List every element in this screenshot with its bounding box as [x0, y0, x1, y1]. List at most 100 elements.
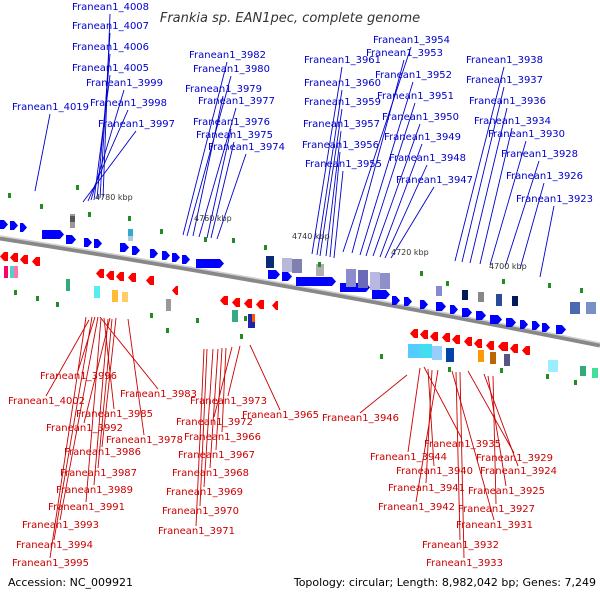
- feature-block[interactable]: [436, 286, 442, 296]
- feature-block[interactable]: [252, 314, 255, 322]
- reverse-gene-arrow[interactable]: [128, 273, 136, 282]
- gene-label-franean1-3941[interactable]: Franean1_3941: [388, 483, 465, 494]
- feature-block[interactable]: [446, 348, 454, 362]
- feature-block[interactable]: [586, 302, 596, 314]
- reverse-gene-arrow[interactable]: [474, 339, 482, 348]
- gene-label-franean1-4006[interactable]: Franean1_4006: [72, 42, 149, 53]
- reverse-gene-arrow[interactable]: [272, 301, 278, 310]
- forward-gene-arrow[interactable]: [162, 251, 170, 260]
- gene-label-franean1-3994[interactable]: Franean1_3994: [16, 540, 93, 551]
- gene-label-franean1-3923[interactable]: Franean1_3923: [516, 194, 593, 205]
- gene-label-franean1-3993[interactable]: Franean1_3993: [22, 520, 99, 531]
- feature-block[interactable]: [490, 352, 496, 364]
- feature-block[interactable]: [592, 368, 598, 378]
- gene-label-franean1-3955[interactable]: Franean1_3955: [305, 159, 382, 170]
- feature-block[interactable]: [4, 266, 8, 278]
- gene-label-franean1-4008[interactable]: Franean1_4008: [72, 2, 149, 13]
- reverse-gene-arrow[interactable]: [452, 335, 460, 344]
- gene-label-franean1-3938[interactable]: Franean1_3938: [466, 55, 543, 66]
- gene-label-franean1-3998[interactable]: Franean1_3998: [90, 98, 167, 109]
- gene-label-franean1-3929[interactable]: Franean1_3929: [476, 453, 553, 464]
- feature-block[interactable]: [232, 310, 238, 322]
- gene-label-franean1-3933[interactable]: Franean1_3933: [426, 558, 503, 569]
- reverse-gene-arrow[interactable]: [420, 330, 428, 339]
- feature-block[interactable]: [266, 256, 274, 268]
- feature-block[interactable]: [10, 266, 14, 278]
- feature-block[interactable]: [512, 296, 518, 306]
- gene-label-franean1-3952[interactable]: Franean1_3952: [375, 70, 452, 81]
- gene-label-franean1-3934[interactable]: Franean1_3934: [474, 116, 551, 127]
- gene-label-franean1-3970[interactable]: Franean1_3970: [162, 506, 239, 517]
- gene-label-franean1-3947[interactable]: Franean1_3947: [396, 175, 473, 186]
- feature-block[interactable]: [570, 302, 580, 314]
- gene-label-franean1-3932[interactable]: Franean1_3932: [422, 540, 499, 551]
- reverse-gene-arrow[interactable]: [522, 346, 530, 355]
- gene-label-franean1-3992[interactable]: Franean1_3992: [46, 423, 123, 434]
- gene-label-franean1-3982[interactable]: Franean1_3982: [189, 50, 266, 61]
- forward-gene-arrow[interactable]: [10, 221, 18, 230]
- gene-label-franean1-3925[interactable]: Franean1_3925: [468, 486, 545, 497]
- reverse-gene-arrow[interactable]: [464, 337, 472, 346]
- gene-label-franean1-3987[interactable]: Franean1_3987: [60, 468, 137, 479]
- gene-label-franean1-3937[interactable]: Franean1_3937: [466, 75, 543, 86]
- reverse-gene-arrow[interactable]: [0, 252, 8, 261]
- reverse-gene-arrow[interactable]: [20, 255, 28, 264]
- reverse-gene-arrow[interactable]: [96, 269, 104, 278]
- gene-label-franean1-3986[interactable]: Franean1_3986: [64, 447, 141, 458]
- feature-block[interactable]: [248, 314, 255, 328]
- reverse-gene-arrow[interactable]: [256, 300, 264, 309]
- gene-label-franean1-3927[interactable]: Franean1_3927: [458, 504, 535, 515]
- forward-gene-arrow[interactable]: [420, 300, 428, 309]
- gene-label-franean1-3957[interactable]: Franean1_3957: [303, 119, 380, 130]
- gene-label-franean1-3951[interactable]: Franean1_3951: [377, 91, 454, 102]
- forward-gene-arrow[interactable]: [520, 320, 528, 329]
- gene-label-franean1-4007[interactable]: Franean1_4007: [72, 21, 149, 32]
- gene-label-franean1-3972[interactable]: Franean1_3972: [176, 417, 253, 428]
- feature-block[interactable]: [282, 258, 292, 272]
- gene-label-franean1-3959[interactable]: Franean1_3959: [304, 97, 381, 108]
- gene-label-franean1-4002[interactable]: Franean1_4002: [8, 396, 85, 407]
- reverse-gene-arrow[interactable]: [410, 329, 418, 338]
- gene-label-franean1-3953[interactable]: Franean1_3953: [366, 48, 443, 59]
- forward-gene-arrow[interactable]: [404, 297, 412, 306]
- forward-gene-arrow[interactable]: [296, 277, 336, 286]
- forward-gene-arrow[interactable]: [436, 302, 446, 311]
- gene-label-franean1-3965[interactable]: Franean1_3965: [242, 410, 319, 421]
- reverse-gene-arrow[interactable]: [442, 333, 450, 342]
- gene-label-franean1-3996[interactable]: Franean1_3996: [40, 371, 117, 382]
- gene-label-franean1-4019[interactable]: Franean1_4019: [12, 102, 89, 113]
- forward-gene-arrow[interactable]: [490, 315, 502, 324]
- feature-block[interactable]: [478, 292, 484, 302]
- reverse-gene-arrow[interactable]: [232, 298, 240, 307]
- feature-block[interactable]: [432, 346, 442, 360]
- gene-label-franean1-3997[interactable]: Franean1_3997: [98, 119, 175, 130]
- forward-gene-arrow[interactable]: [450, 305, 458, 314]
- gene-label-franean1-3928[interactable]: Franean1_3928: [501, 149, 578, 160]
- feature-block[interactable]: [292, 259, 302, 273]
- forward-gene-arrow[interactable]: [506, 318, 516, 327]
- feature-block[interactable]: [128, 236, 133, 241]
- feature-block[interactable]: [580, 366, 586, 376]
- feature-block[interactable]: [316, 264, 324, 276]
- gene-label-franean1-3971[interactable]: Franean1_3971: [158, 526, 235, 537]
- reverse-gene-arrow[interactable]: [106, 271, 114, 280]
- gene-label-franean1-3976[interactable]: Franean1_3976: [193, 117, 270, 128]
- gene-label-franean1-3935[interactable]: Franean1_3935: [424, 439, 501, 450]
- gene-label-franean1-3936[interactable]: Franean1_3936: [469, 96, 546, 107]
- gene-label-franean1-3977[interactable]: Franean1_3977: [198, 96, 275, 107]
- feature-block[interactable]: [14, 266, 18, 278]
- feature-block[interactable]: [548, 360, 558, 372]
- feature-block[interactable]: [112, 290, 118, 302]
- gene-label-franean1-3948[interactable]: Franean1_3948: [389, 153, 466, 164]
- forward-gene-arrow[interactable]: [282, 272, 292, 281]
- forward-gene-arrow[interactable]: [132, 246, 140, 255]
- feature-block[interactable]: [504, 354, 510, 366]
- forward-gene-arrow[interactable]: [542, 323, 550, 332]
- forward-gene-arrow[interactable]: [42, 230, 64, 239]
- gene-label-franean1-3930[interactable]: Franean1_3930: [488, 129, 565, 140]
- forward-gene-arrow[interactable]: [268, 270, 280, 279]
- feature-block[interactable]: [166, 299, 171, 311]
- forward-gene-arrow[interactable]: [476, 311, 486, 320]
- feature-block[interactable]: [128, 229, 133, 237]
- gene-label-franean1-3995[interactable]: Franean1_3995: [12, 558, 89, 569]
